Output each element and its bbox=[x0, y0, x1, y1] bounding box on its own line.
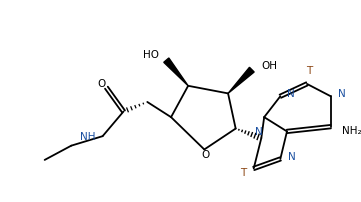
Text: NH: NH bbox=[79, 132, 95, 142]
Polygon shape bbox=[164, 58, 188, 86]
Text: T: T bbox=[306, 66, 312, 76]
Text: O: O bbox=[201, 150, 209, 160]
Text: T: T bbox=[240, 168, 246, 178]
Polygon shape bbox=[228, 67, 254, 93]
Text: NH₂: NH₂ bbox=[342, 126, 361, 136]
Text: OH: OH bbox=[261, 61, 277, 71]
Text: HO: HO bbox=[143, 50, 159, 60]
Text: O: O bbox=[97, 79, 106, 89]
Text: N: N bbox=[288, 152, 296, 162]
Text: N: N bbox=[287, 89, 295, 99]
Text: N: N bbox=[255, 127, 262, 137]
Text: N: N bbox=[338, 89, 346, 99]
